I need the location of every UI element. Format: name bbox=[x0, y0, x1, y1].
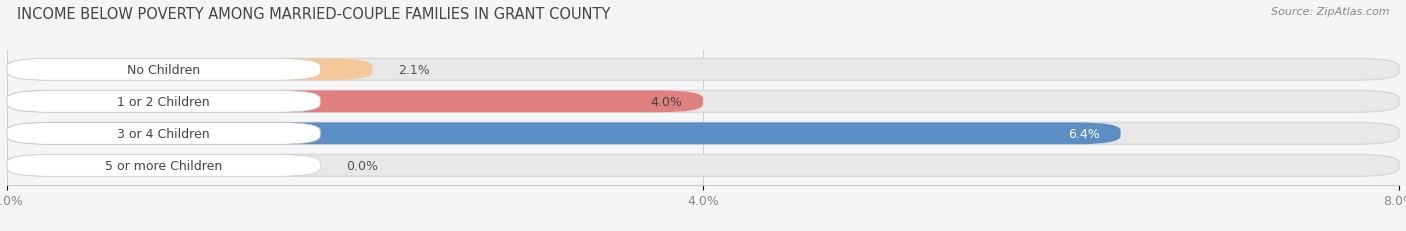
FancyBboxPatch shape bbox=[7, 123, 321, 145]
Text: 0.0%: 0.0% bbox=[346, 159, 378, 172]
FancyBboxPatch shape bbox=[7, 123, 1399, 145]
Text: 3 or 4 Children: 3 or 4 Children bbox=[117, 127, 209, 140]
Text: Source: ZipAtlas.com: Source: ZipAtlas.com bbox=[1271, 7, 1389, 17]
Text: 2.1%: 2.1% bbox=[398, 64, 430, 76]
FancyBboxPatch shape bbox=[7, 59, 373, 81]
Text: INCOME BELOW POVERTY AMONG MARRIED-COUPLE FAMILIES IN GRANT COUNTY: INCOME BELOW POVERTY AMONG MARRIED-COUPL… bbox=[17, 7, 610, 22]
FancyBboxPatch shape bbox=[7, 155, 1399, 176]
FancyBboxPatch shape bbox=[7, 155, 321, 176]
FancyBboxPatch shape bbox=[7, 91, 1399, 113]
Text: 4.0%: 4.0% bbox=[650, 95, 682, 108]
FancyBboxPatch shape bbox=[7, 91, 321, 113]
FancyBboxPatch shape bbox=[7, 59, 1399, 81]
Text: 6.4%: 6.4% bbox=[1069, 127, 1099, 140]
FancyBboxPatch shape bbox=[7, 91, 703, 113]
Text: No Children: No Children bbox=[127, 64, 200, 76]
FancyBboxPatch shape bbox=[7, 59, 321, 81]
FancyBboxPatch shape bbox=[7, 123, 1121, 145]
Text: 1 or 2 Children: 1 or 2 Children bbox=[117, 95, 209, 108]
Text: 5 or more Children: 5 or more Children bbox=[105, 159, 222, 172]
